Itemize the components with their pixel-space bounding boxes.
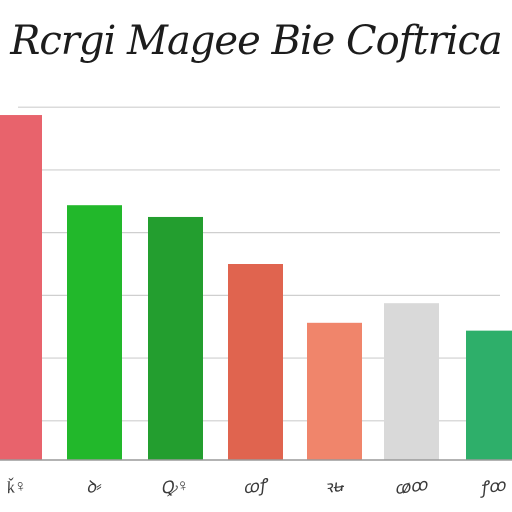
x-tick-label: ꝺ⸗ bbox=[85, 476, 104, 497]
bar-2 bbox=[67, 205, 122, 460]
bar-5 bbox=[307, 322, 362, 460]
chart-title: Rcrgi Magee Bie Coftrica bbox=[10, 18, 503, 64]
x-tick-label: ꭄꝏ bbox=[393, 475, 429, 499]
bar-4 bbox=[228, 264, 283, 460]
x-tick-label: ꝭꝏ bbox=[477, 475, 508, 499]
bar-3 bbox=[148, 216, 203, 460]
bar-7 bbox=[466, 330, 512, 460]
x-tick-label: ǩ♀ bbox=[5, 476, 28, 498]
x-tick-label: Ꝙ♀ bbox=[159, 475, 190, 498]
bar-1 bbox=[0, 115, 42, 460]
x-tick-label: ꝛꭏ bbox=[323, 476, 346, 498]
bar-6 bbox=[384, 303, 439, 460]
x-tick-label: ꭃꝭ bbox=[242, 475, 271, 499]
